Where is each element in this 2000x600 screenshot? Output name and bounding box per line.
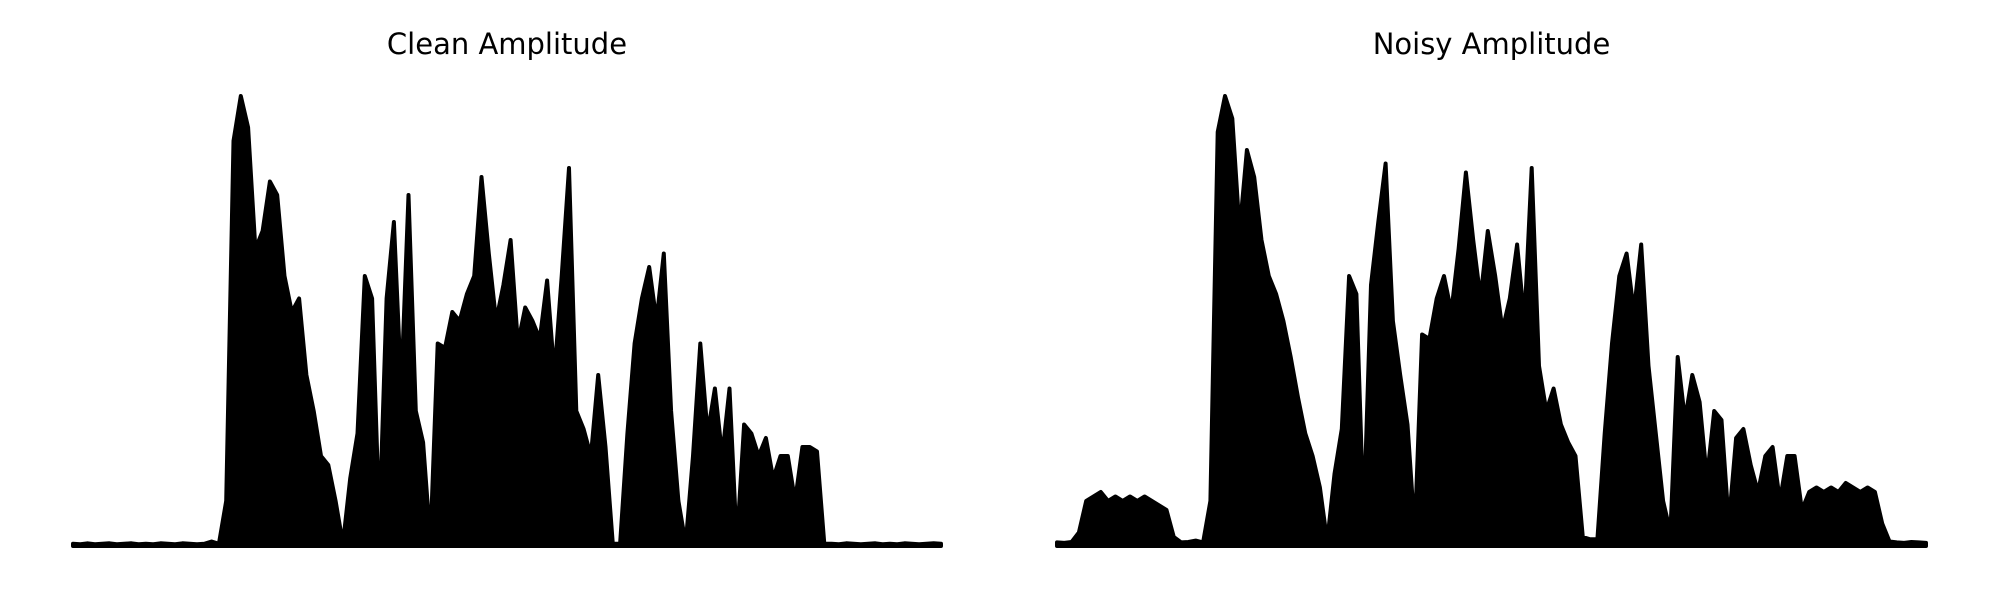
- chart-title: Clean Amplitude: [387, 27, 627, 61]
- waveform-area: [71, 94, 943, 548]
- panel: Clean Amplitude: [71, 27, 943, 548]
- panel: Noisy Amplitude: [1055, 27, 1928, 548]
- chart-title: Noisy Amplitude: [1373, 27, 1611, 61]
- waveform-area: [1055, 94, 1928, 548]
